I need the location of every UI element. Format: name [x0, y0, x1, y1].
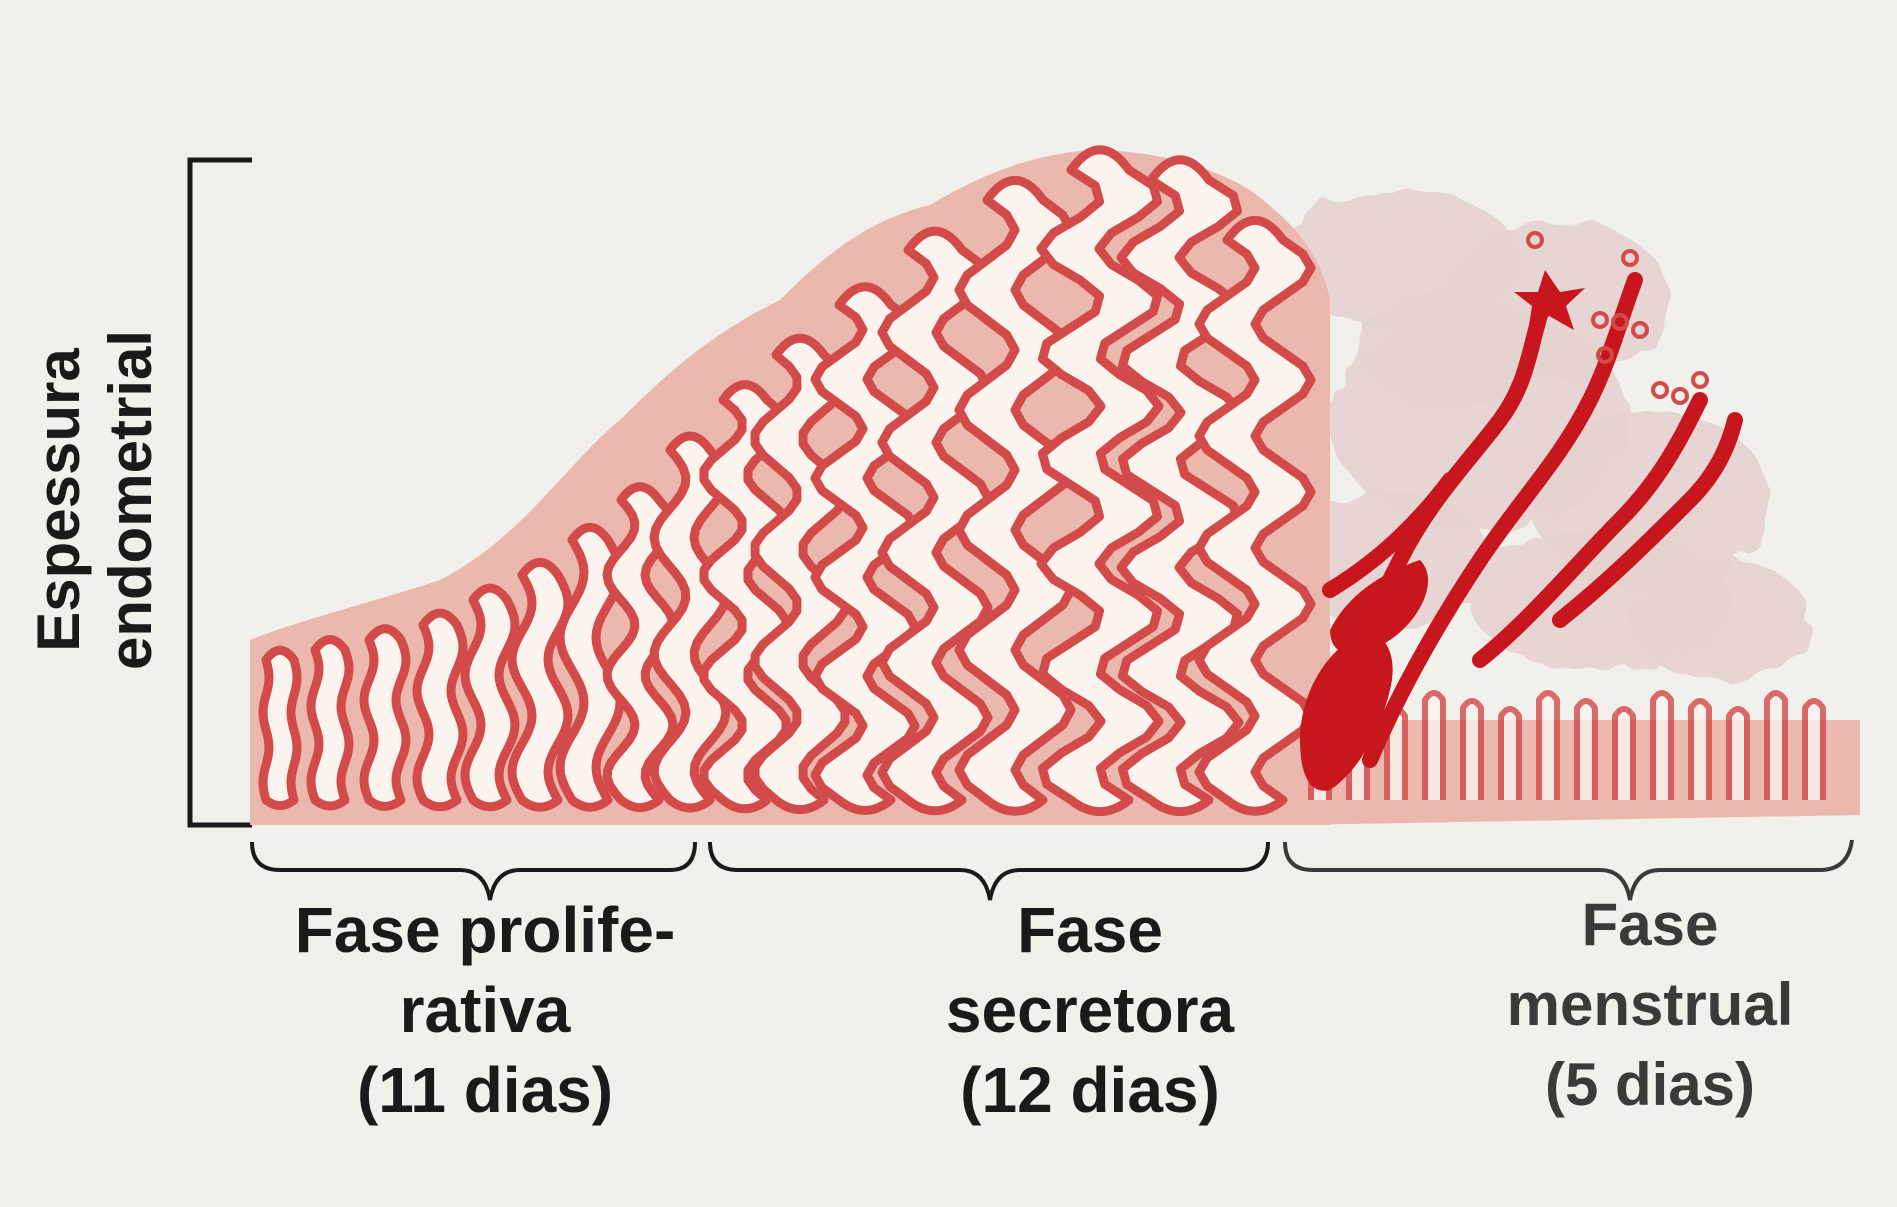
menstrual-phase-brace-icon: [1283, 839, 1854, 901]
gland: [460, 583, 520, 812]
basal-gland: [1574, 698, 1598, 800]
gland: [649, 431, 731, 813]
basal-gland: [1650, 690, 1674, 800]
secretory-phase-label: Fase secretora (12 dias): [900, 890, 1280, 1130]
shed-fragment: [1470, 530, 1730, 670]
blood-droplet: [1631, 321, 1649, 339]
gland: [1194, 215, 1316, 816]
axis-label-line1: Espessura: [25, 348, 93, 652]
basal-gland: [1726, 706, 1750, 800]
phase-label-line: secretora: [945, 974, 1235, 1046]
blood-clot: [1330, 560, 1429, 654]
phase-label-line: rativa: [399, 974, 571, 1046]
basal-gland: [1536, 690, 1560, 800]
blood-droplet: [1591, 311, 1609, 329]
phase-duration: (5 dias): [1544, 1051, 1756, 1118]
blood-droplet: [1596, 346, 1614, 364]
proliferative-phase-label: Fase prolife- rativa (11 dias): [250, 890, 720, 1130]
phase-duration: (11 dias): [356, 1054, 614, 1126]
blood-splash: [1514, 270, 1585, 332]
secretory-phase-brace-icon: [708, 841, 1270, 901]
blood-droplet: [1691, 371, 1709, 389]
gland: [412, 608, 468, 812]
gland: [954, 175, 1076, 816]
gland: [258, 645, 302, 811]
basal-gland: [1764, 690, 1788, 800]
endometrial-glands: [258, 145, 1826, 816]
phase-label-line: Fase: [1581, 891, 1719, 958]
gland: [810, 282, 920, 815]
blood-droplet: [1611, 313, 1629, 331]
blood-droplet: [1526, 231, 1544, 249]
gland: [699, 380, 791, 814]
basal-gland: [1460, 698, 1484, 800]
basal-gland: [1498, 706, 1522, 800]
thickness-axis-label: Espessura endometrial: [10, 260, 180, 740]
phase-duration: (12 dias): [960, 1054, 1220, 1126]
basal-gland: [1802, 698, 1826, 800]
blood-droplets: [1526, 231, 1709, 405]
basal-gland: [1612, 706, 1636, 800]
bleeding-vessel: [1322, 472, 1458, 598]
thickness-bracket-icon: [187, 157, 252, 828]
basal-gland: [1688, 698, 1712, 800]
blood-clot: [1300, 633, 1393, 791]
proliferative-phase-brace-icon: [250, 841, 697, 901]
basal-gland: [1422, 690, 1446, 800]
axis-label-line2: endometrial: [97, 329, 165, 671]
blood-droplet: [1621, 249, 1639, 267]
shed-fragment: [1360, 290, 1540, 410]
phase-label-line: menstrual: [1506, 971, 1794, 1038]
endometrium-illustration: [250, 145, 1860, 825]
phase-label-line: Fase prolife-: [294, 894, 676, 966]
menstrual-phase-label: Fase menstrual (5 dias): [1460, 885, 1840, 1125]
blood-droplet: [1671, 387, 1689, 405]
gland: [306, 635, 354, 811]
gland: [877, 226, 993, 816]
blood-droplet: [1651, 381, 1669, 399]
bleeding-vessel: [1472, 392, 1708, 668]
phase-label-line: Fase: [1017, 894, 1163, 966]
shed-fragment: [1290, 490, 1490, 630]
gland: [359, 624, 411, 811]
gland: [1036, 145, 1164, 816]
bleeding-vessel: [1552, 412, 1743, 628]
